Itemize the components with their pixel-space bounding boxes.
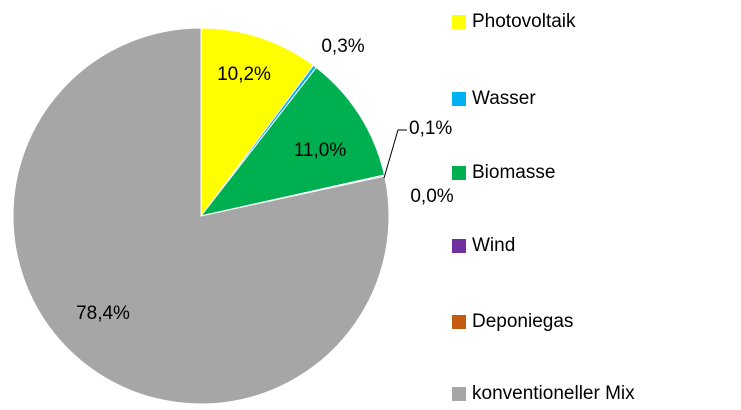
legend-swatch: [452, 15, 466, 29]
legend-label: Photovoltaik: [472, 11, 576, 32]
data-label: 0,1%: [409, 118, 452, 139]
pie-slice: [199, 66, 386, 217]
legend-label: Biomasse: [472, 162, 555, 183]
legend-label: konventioneller Mix: [472, 383, 635, 404]
leader-line: [383, 129, 407, 179]
pie-slice: [200, 27, 315, 218]
legend-swatch: [452, 239, 466, 253]
legend-label: Wind: [472, 235, 515, 256]
legend-label: Deponiegas: [472, 311, 573, 332]
data-label: 10,2%: [217, 64, 271, 85]
data-label: 78,4%: [76, 303, 130, 324]
pie-slice: [12, 27, 390, 405]
data-label: 11,0%: [294, 140, 347, 161]
legend-label: Wasser: [472, 88, 536, 109]
legend-swatch: [452, 387, 466, 401]
legend-swatch: [452, 92, 466, 106]
legend-swatch: [452, 315, 466, 329]
data-label: 0,0%: [410, 186, 453, 207]
data-label: 0,3%: [321, 36, 364, 57]
legend-swatch: [452, 166, 466, 180]
